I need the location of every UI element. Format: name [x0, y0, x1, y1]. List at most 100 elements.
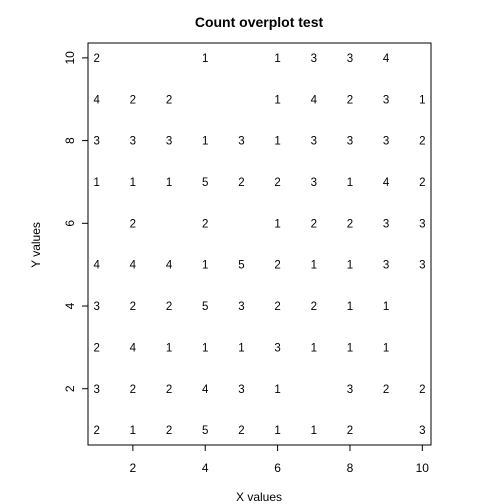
y-tick-label: 6 — [63, 220, 77, 227]
count-point: 1 — [274, 94, 280, 106]
count-point: 1 — [383, 301, 389, 313]
x-tick-label: 8 — [347, 461, 354, 475]
count-point: 4 — [93, 260, 100, 272]
y-tick-label: 2 — [63, 385, 77, 392]
count-point: 3 — [93, 136, 99, 148]
count-point: 4 — [130, 342, 137, 354]
count-point: 1 — [311, 260, 317, 272]
x-tick-label: 4 — [202, 461, 209, 475]
count-point: 1 — [274, 384, 280, 396]
count-point: 3 — [238, 136, 244, 148]
count-point: 1 — [166, 177, 172, 189]
count-point: 1 — [419, 94, 425, 106]
count-point: 1 — [347, 342, 353, 354]
count-point: 1 — [202, 342, 208, 354]
count-point: 4 — [93, 94, 100, 106]
count-point: 2 — [130, 218, 136, 230]
count-point: 2 — [419, 177, 425, 189]
count-point: 2 — [347, 218, 353, 230]
count-point: 1 — [202, 53, 208, 65]
count-points: 2 1 1 3 3 4 4 2 2 1 4 2 3 1 3 3 3 1 3 1 3 3 3 2 1 1 1 5 2 2 3 1 4 2 2 2 1 2 2 3… — [93, 53, 425, 437]
count-point: 2 — [238, 177, 244, 189]
count-point: 3 — [383, 218, 389, 230]
count-point: 2 — [130, 94, 136, 106]
count-point: 2 — [166, 384, 172, 396]
count-point: 1 — [274, 53, 280, 65]
count-point: 1 — [202, 260, 208, 272]
count-point: 5 — [202, 177, 208, 189]
count-point: 4 — [311, 94, 318, 106]
count-point: 5 — [238, 260, 244, 272]
count-point: 2 — [274, 301, 280, 313]
count-point: 1 — [311, 342, 317, 354]
count-point: 2 — [347, 94, 353, 106]
count-point: 3 — [419, 260, 425, 272]
count-point: 2 — [93, 53, 99, 65]
count-point: 2 — [274, 260, 280, 272]
count-point: 3 — [311, 177, 317, 189]
count-point: 2 — [202, 218, 208, 230]
x-tick-label: 2 — [130, 461, 137, 475]
count-point: 1 — [202, 136, 208, 148]
count-point: 3 — [347, 384, 353, 396]
plot-frame — [87, 42, 432, 446]
count-point: 3 — [347, 136, 353, 148]
count-point: 4 — [383, 177, 390, 189]
count-point: 4 — [130, 260, 137, 272]
count-point: 3 — [238, 384, 244, 396]
count-point: 4 — [202, 384, 209, 396]
count-point: 3 — [311, 136, 317, 148]
count-point: 1 — [166, 342, 172, 354]
count-point: 2 — [166, 94, 172, 106]
count-point: 4 — [166, 260, 173, 272]
count-point: 4 — [383, 53, 390, 65]
count-point: 1 — [238, 342, 244, 354]
count-point: 2 — [166, 301, 172, 313]
chart-title: Count overplot test — [195, 14, 324, 30]
count-point: 2 — [130, 301, 136, 313]
count-point: 2 — [419, 136, 425, 148]
count-point: 3 — [383, 260, 389, 272]
count-point: 1 — [93, 177, 99, 189]
count-point: 2 — [274, 177, 280, 189]
axis-ticks: 2 4 6 8 10 2 4 6 8 10 — [63, 51, 429, 475]
count-point: 3 — [274, 342, 280, 354]
count-point: 3 — [419, 425, 425, 437]
count-point: 2 — [93, 425, 99, 437]
count-point: 3 — [383, 136, 389, 148]
count-point: 3 — [130, 136, 136, 148]
x-axis-label: X values — [236, 490, 282, 504]
count-point: 1 — [274, 218, 280, 230]
count-point: 1 — [130, 177, 136, 189]
count-point: 5 — [202, 425, 208, 437]
count-point: 3 — [93, 384, 99, 396]
count-point: 3 — [238, 301, 244, 313]
count-point: 1 — [347, 260, 353, 272]
count-point: 3 — [419, 218, 425, 230]
count-point: 3 — [93, 301, 99, 313]
count-point: 2 — [238, 425, 244, 437]
count-point: 3 — [347, 53, 353, 65]
count-point: 5 — [202, 301, 208, 313]
y-tick-label: 8 — [63, 137, 77, 144]
count-point: 2 — [311, 301, 317, 313]
count-point: 2 — [419, 384, 425, 396]
count-point: 3 — [383, 94, 389, 106]
count-point: 1 — [274, 136, 280, 148]
count-point: 1 — [274, 425, 280, 437]
x-tick-label: 10 — [416, 461, 430, 475]
count-point: 1 — [130, 425, 136, 437]
count-point: 3 — [311, 53, 317, 65]
y-tick-label: 4 — [63, 302, 77, 309]
x-tick-label: 6 — [274, 461, 281, 475]
count-point: 1 — [383, 342, 389, 354]
count-point: 2 — [130, 384, 136, 396]
count-point: 2 — [166, 425, 172, 437]
count-point: 1 — [347, 301, 353, 313]
y-axis-label: Y values — [29, 222, 43, 268]
y-tick-label: 10 — [63, 51, 77, 65]
count-point: 2 — [93, 342, 99, 354]
count-point: 2 — [311, 218, 317, 230]
count-point: 2 — [347, 425, 353, 437]
